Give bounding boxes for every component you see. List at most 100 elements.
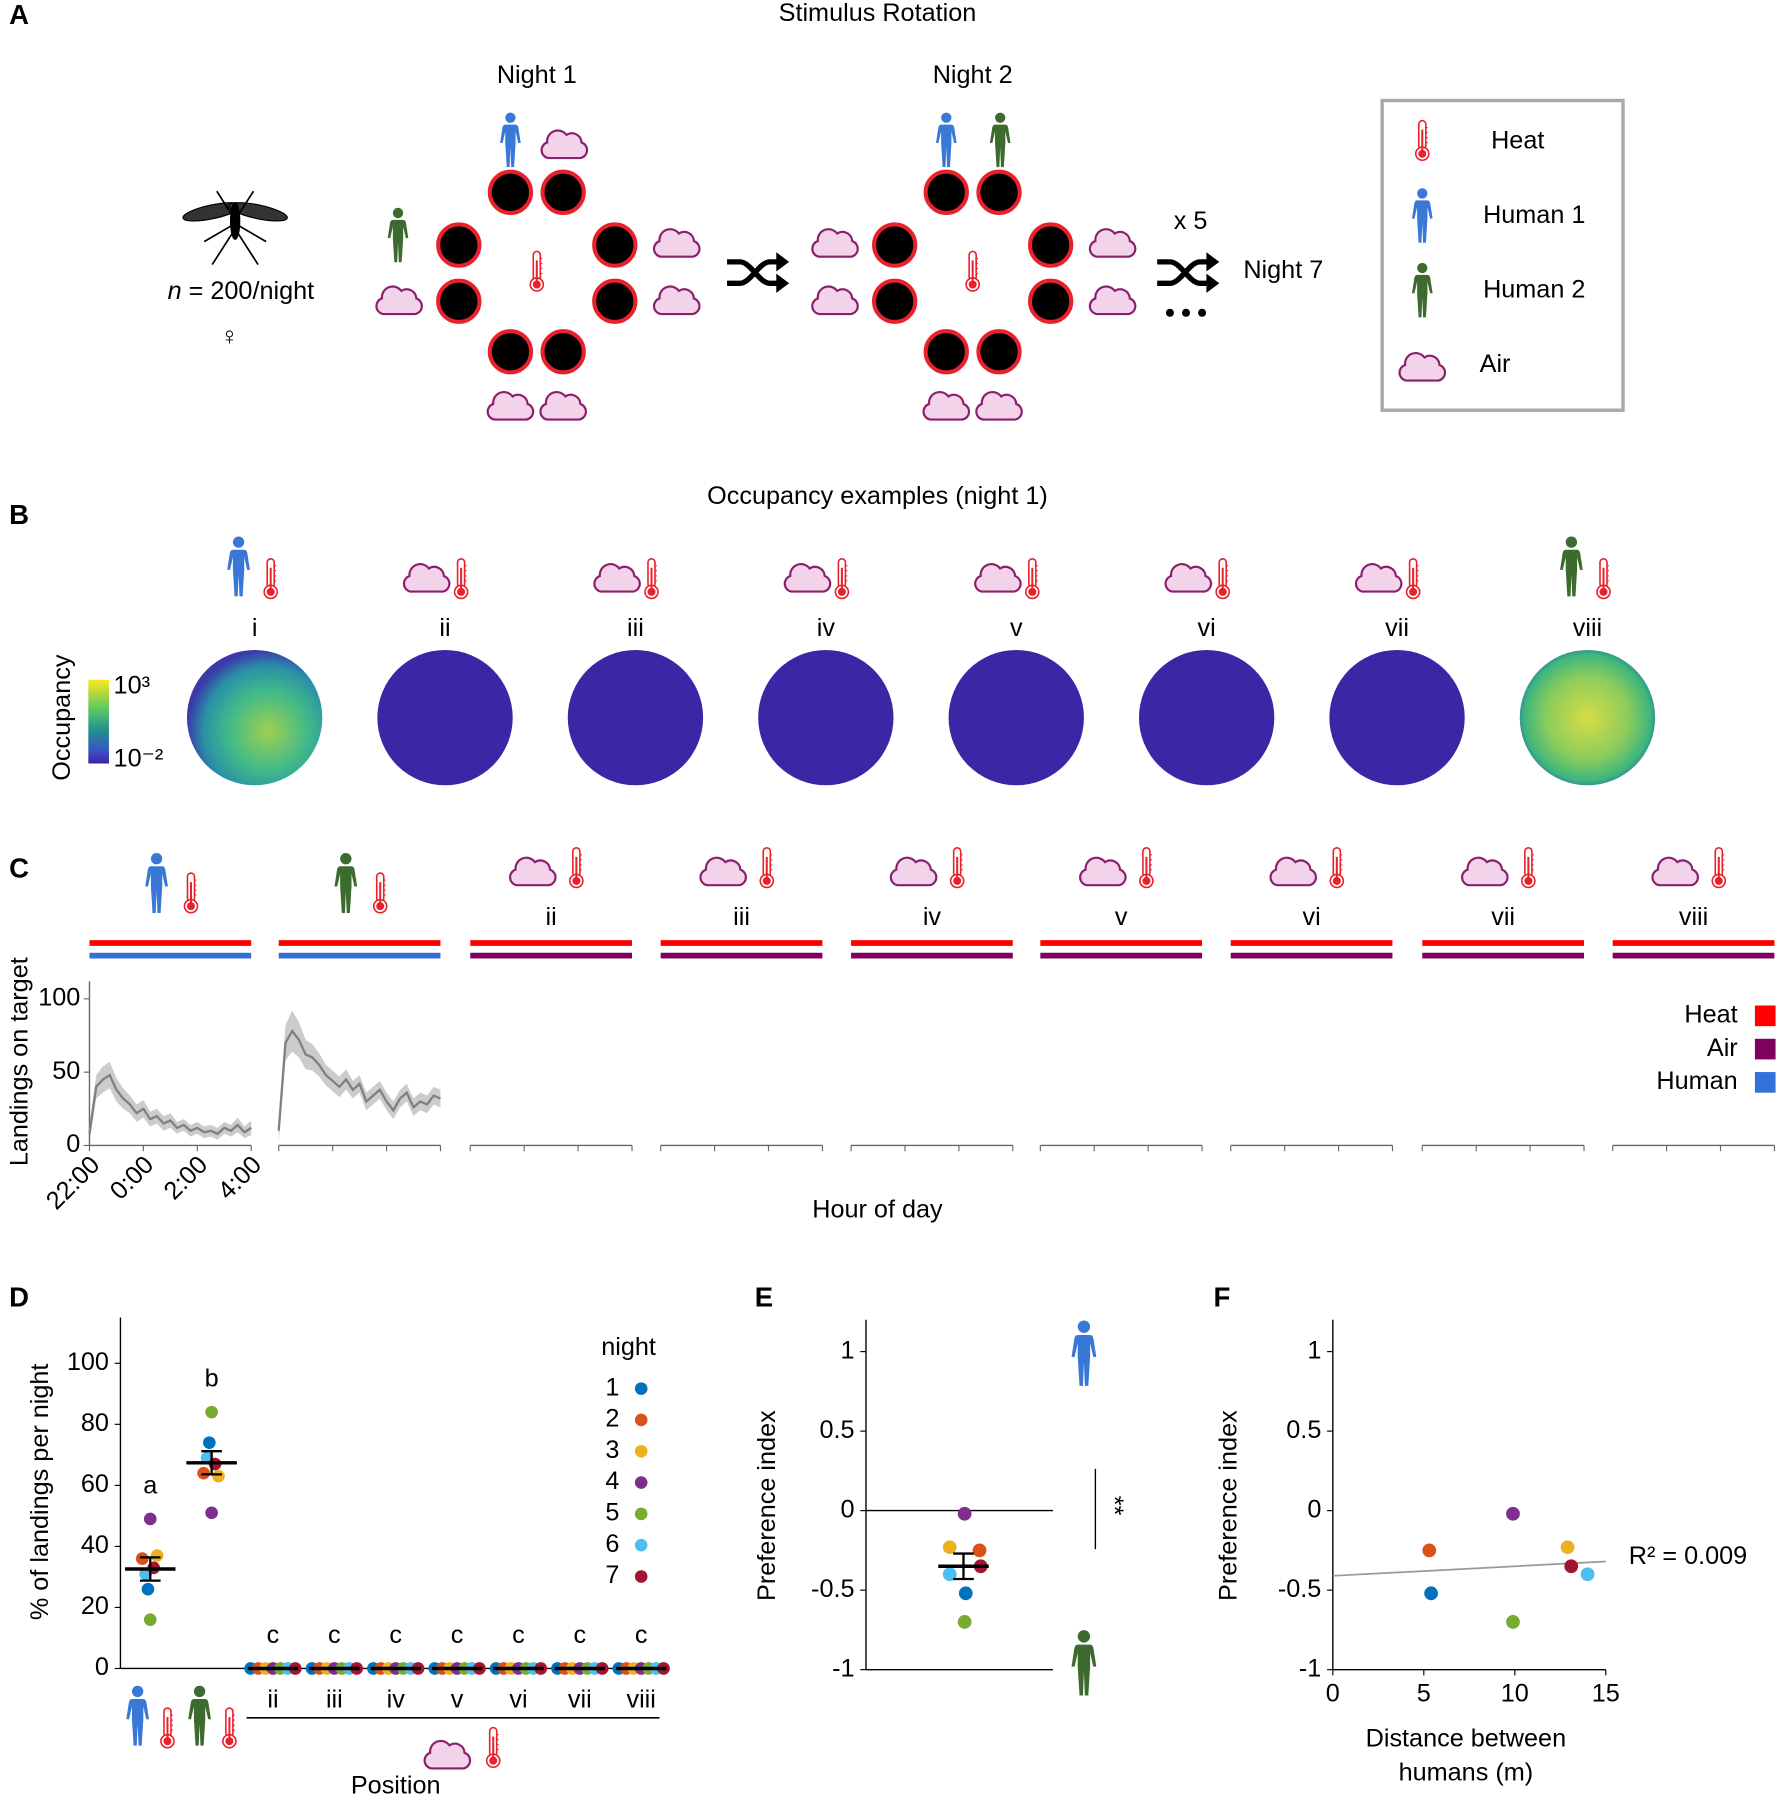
repeat-label: x 5 [1174,207,1208,235]
icon-cloud [975,564,1020,592]
legend-dot [635,1476,648,1489]
icon-cloud [488,392,533,420]
position-label: iv [606,287,625,315]
legend-label: Heat [1684,1001,1737,1029]
position-label: iv [1042,287,1061,315]
y-tick-label: -0.5 [811,1575,854,1603]
occupancy-map [1139,650,1274,785]
legend-label: Air [1480,350,1511,378]
panel-title: Stimulus Rotation [779,0,977,27]
position-label: v [557,338,570,366]
stimulus-bar [1613,940,1775,946]
occupancy-map [1329,650,1464,785]
y-tick-label: 0.5 [819,1416,854,1444]
icon-human [1072,1630,1097,1695]
legend-dot [635,1414,648,1427]
legend-dot [635,1570,648,1583]
legend-dot [635,1382,648,1395]
panel-letter: B [9,499,29,530]
x-tick-label: 0:00 [105,1151,160,1206]
x-tick-label: 0 [1326,1680,1340,1708]
y-tick-label: 0.5 [1286,1416,1321,1444]
data-point [144,1613,157,1626]
position-label: iii [1042,231,1059,259]
annotation: R² = 0.009 [1629,1542,1747,1570]
stimulus-bar [1422,953,1584,959]
legend-dot [635,1508,648,1521]
y-tick-label: -1 [832,1654,854,1682]
icon-thermo [374,873,387,913]
group-label: c [574,1621,587,1649]
data-point [958,1615,972,1629]
colorbar-label: 10³ [114,671,150,699]
icon-shuffle [727,252,789,293]
panel-letter: D [9,1281,29,1312]
legend-swatch [1755,1039,1776,1060]
icon-thermo [487,1728,500,1768]
icon-human [334,853,357,913]
icon-human [1072,1320,1097,1385]
icon-cloud [594,564,639,592]
legend-swatch [1755,1006,1776,1027]
icon-human [227,536,250,596]
panel-title: v [1115,903,1128,931]
legend-label: Human [1656,1067,1737,1095]
stimulus-bar [1231,953,1393,959]
error-band [89,1062,251,1143]
icon-thermo [1597,559,1610,599]
panel-letter: E [755,1281,773,1312]
y-tick-label: 0 [840,1495,854,1523]
position-label: ii [558,178,569,206]
icon-cloud [700,858,745,886]
x-tick-label: 15 [1592,1680,1620,1708]
icon-thermo [1216,559,1229,599]
icon-human [1412,188,1433,242]
data-point [151,1549,164,1562]
data-point [1581,1567,1595,1581]
y-tick-label: 50 [52,1057,80,1085]
dots [1166,309,1206,317]
legend-dot [635,1539,648,1552]
position-label: i [508,178,514,206]
icon-human [936,113,957,167]
panel-title: iii [733,903,750,931]
position-label: vi [937,338,955,366]
data-point [1424,1586,1438,1600]
legend-label: 7 [605,1561,619,1589]
data-point [1564,1559,1578,1573]
panel-letter: C [9,852,29,883]
icon-cloud [1400,353,1445,381]
y-tick-label: 1 [1307,1336,1321,1364]
data-point [197,1467,210,1480]
y-tick-label: 100 [67,1348,109,1376]
icon-cloud [1652,858,1697,886]
x-tick-label: viii [626,1685,655,1713]
panel-title: vi [1302,903,1320,931]
stimulus-bar [279,940,441,946]
icon-cloud [976,392,1021,420]
stimulus-bar [89,940,251,946]
position-label: v [993,338,1006,366]
data-point [136,1552,149,1565]
icon-human [145,853,168,913]
group-label: b [205,1365,219,1393]
icon-thermo [645,559,658,599]
position-label: viii [880,231,909,259]
position-label: iii [606,231,623,259]
night-label: Night 1 [497,61,577,89]
panel-title: Occupancy examples (night 1) [707,482,1048,510]
icon-cloud [1356,564,1401,592]
position-label: vii [883,287,907,315]
sex-symbol: ♀ [220,323,239,351]
x-axis-title: Distance between [1366,1724,1566,1752]
x-tick-label: iii [326,1685,343,1713]
x-axis-title: Position [351,1771,441,1799]
data-point [144,1513,157,1526]
y-tick-label: 100 [38,984,80,1012]
icon-human [388,208,409,262]
stimulus-bar [661,953,823,959]
y-tick-label: 0 [1307,1495,1321,1523]
y-axis-title: Preference index [1214,1410,1242,1601]
icon-cloud [404,564,449,592]
